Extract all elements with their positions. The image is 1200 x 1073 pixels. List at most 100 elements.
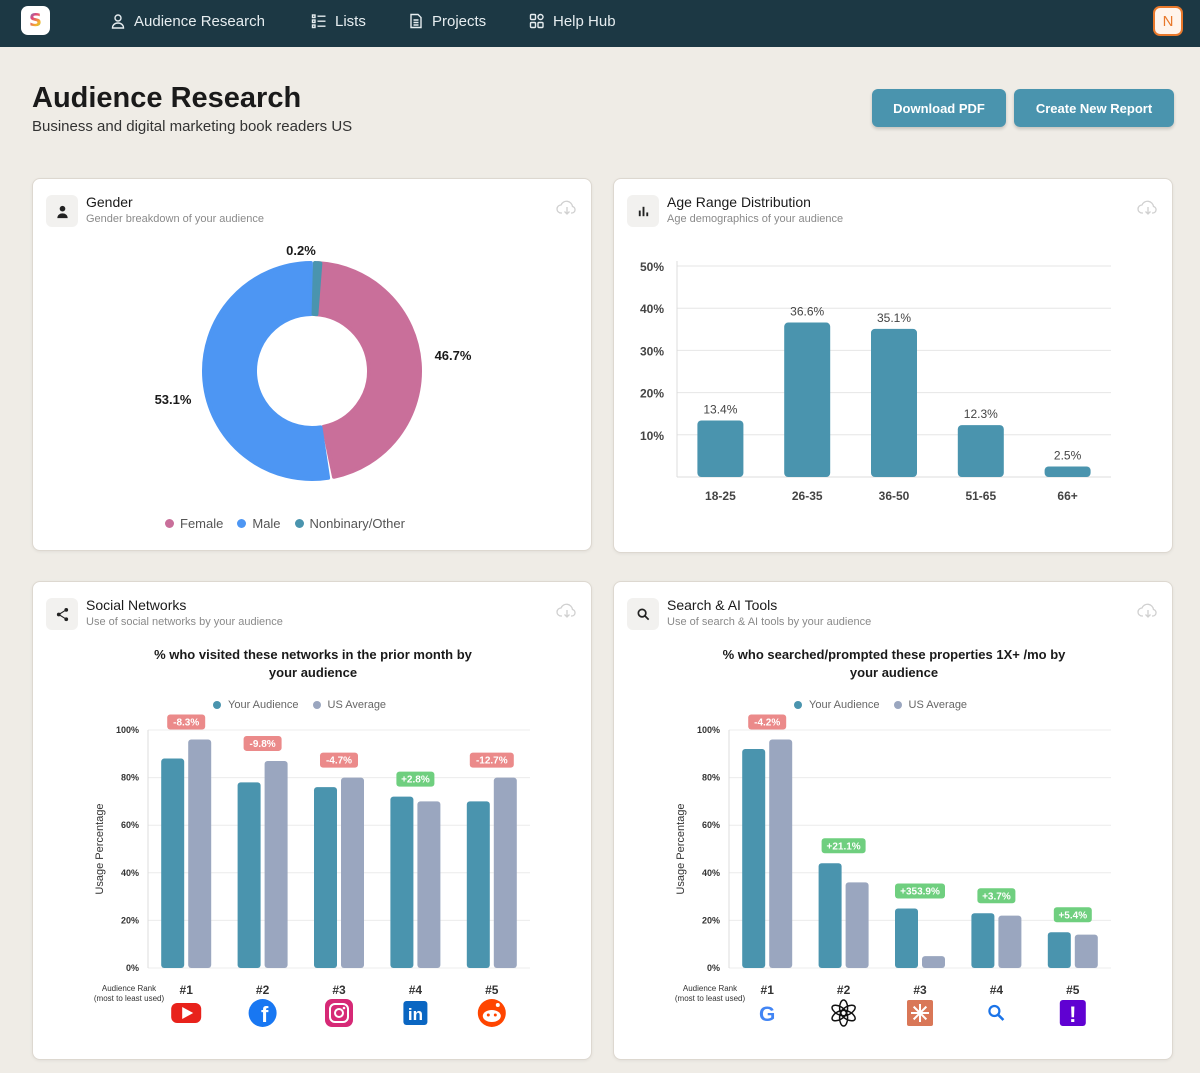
document-icon xyxy=(410,13,422,29)
bar-value-label: 13.4% xyxy=(703,402,737,416)
app-logo[interactable]: S xyxy=(21,6,50,35)
list-icon xyxy=(311,14,326,29)
gender-donut-chart: 46.7% 53.1% 0.2% xyxy=(155,243,472,481)
y-tick-label: 0% xyxy=(126,963,139,973)
audience-bar xyxy=(466,801,490,968)
diff-badge xyxy=(821,838,866,854)
slice-value-label: 53.1% xyxy=(155,392,192,407)
y-tick-label: 60% xyxy=(121,820,139,830)
yahoo-icon-part: ! xyxy=(1069,1002,1076,1027)
linkedin-icon-part: in xyxy=(408,1005,423,1024)
rank-label: Audience Rank xyxy=(683,984,738,993)
age-bar xyxy=(1044,466,1091,477)
legend-swatch xyxy=(213,701,221,709)
rank-tick-label: #4 xyxy=(409,983,423,997)
cloud-download-icon[interactable] xyxy=(1137,199,1159,217)
chart-heading: % who visited these networks in the prio… xyxy=(113,646,513,682)
bar-value-label: 36.6% xyxy=(790,305,824,319)
age-bar xyxy=(871,328,917,477)
slice-value-label: 46.7% xyxy=(435,348,472,363)
us-average-bar xyxy=(1074,934,1098,968)
legend-swatch xyxy=(294,519,304,528)
y-tick-label: 100% xyxy=(697,725,720,735)
diff-badge-label: +3.7% xyxy=(982,891,1011,902)
age-bar xyxy=(957,425,1004,477)
nav-label: Audience Research xyxy=(134,12,265,30)
diff-badge xyxy=(396,771,435,787)
y-tick-label: 60% xyxy=(702,820,720,830)
rank-tick-label: #5 xyxy=(1066,983,1080,997)
y-tick-label: 20% xyxy=(702,915,720,925)
us-average-bar xyxy=(845,882,869,968)
linkedin-icon-part xyxy=(403,1001,428,1025)
y-tick-label: 0% xyxy=(707,963,720,973)
x-tick-label: 66+ xyxy=(1057,489,1077,503)
audience-bar xyxy=(971,913,995,968)
instagram-icon-part xyxy=(329,1003,349,1023)
nav-label: Projects xyxy=(432,12,487,30)
legend-your-audience: Your Audience xyxy=(213,699,299,711)
rank-tick-label: #4 xyxy=(990,983,1004,997)
y-tick-label: 10% xyxy=(640,429,664,443)
facebook-icon: f xyxy=(248,999,277,1027)
nav-projects[interactable]: Projects xyxy=(408,0,486,42)
diff-badge-label: -9.8% xyxy=(250,739,276,750)
diff-badge xyxy=(469,752,514,768)
user-avatar[interactable]: N xyxy=(1153,6,1183,36)
nav-label: Help Hub xyxy=(553,12,616,30)
us-average-bar xyxy=(998,915,1022,968)
claude-icon-part xyxy=(919,1012,928,1021)
legend-label: Female xyxy=(180,516,224,531)
audience-bar xyxy=(1047,932,1071,968)
card-subtitle: Use of social networks by your audience xyxy=(86,616,283,628)
nav-help-hub[interactable]: Help Hub xyxy=(529,0,616,42)
chatgpt-icon xyxy=(831,999,856,1027)
heading-line: % who visited these networks in the prio… xyxy=(154,647,472,662)
nav-lists[interactable]: Lists xyxy=(311,0,366,42)
us-average-bar xyxy=(341,777,364,968)
google-icon: G xyxy=(759,1003,775,1026)
y-tick-label: 80% xyxy=(121,773,139,783)
card-subtitle: Use of search & AI tools by your audienc… xyxy=(667,616,872,628)
search-icon-part xyxy=(997,1014,1005,1021)
reddit-icon-part xyxy=(482,1010,501,1022)
card-title: Social Networks xyxy=(86,597,187,613)
person-icon xyxy=(111,14,125,29)
y-tick-label: 40% xyxy=(121,868,139,878)
heading-line: % who searched/prompted these properties… xyxy=(722,647,1066,662)
us-average-bar xyxy=(493,777,517,968)
download-pdf-button[interactable]: Download PDF xyxy=(872,89,1006,127)
rank-tick-label: #2 xyxy=(256,983,270,997)
us-average-bar xyxy=(188,739,212,968)
diff-badge xyxy=(895,883,945,899)
create-new-report-button[interactable]: Create New Report xyxy=(1014,89,1174,127)
cloud-download-icon[interactable] xyxy=(556,199,578,217)
x-tick-label: 18-25 xyxy=(705,489,736,503)
search-icon xyxy=(988,1004,1005,1021)
gender-card: Gender Gender breakdown of your audience… xyxy=(32,178,592,551)
social-legend: Your Audience US Average xyxy=(213,699,386,711)
diff-badge-label: +5.4% xyxy=(1058,910,1087,921)
rank-tick-label: #3 xyxy=(913,983,927,997)
us-average-bar xyxy=(769,739,793,968)
card-subtitle: Age demographics of your audience xyxy=(667,213,844,225)
nav-audience-research[interactable]: Audience Research xyxy=(110,0,265,42)
legend-label: Nonbinary/Other xyxy=(309,516,405,531)
search-bar-chart: 0% 20% 40% 60% 80% 100% Usage Percentage Audien… xyxy=(675,714,1111,1027)
reddit-icon xyxy=(477,999,506,1027)
claude-icon-part xyxy=(912,1012,921,1021)
rank-label: (most to least used) xyxy=(94,994,165,1003)
audience-bar xyxy=(895,908,918,968)
nonbinary-slice xyxy=(311,261,323,317)
slice-value-label: 0.2% xyxy=(286,243,316,258)
search-icon-part xyxy=(988,1004,1001,1018)
legend-your-audience: Your Audience xyxy=(794,699,880,711)
facebook-icon-part: f xyxy=(261,1002,269,1027)
cloud-download-icon[interactable] xyxy=(556,602,578,620)
youtube-icon-part xyxy=(182,1007,194,1019)
diff-badge xyxy=(243,735,282,751)
rank-tick-label: #1 xyxy=(761,983,775,997)
search-card: Search & AI Tools Use of search & AI too… xyxy=(613,581,1173,1060)
cloud-download-icon[interactable] xyxy=(1137,602,1159,620)
y-tick-label: 40% xyxy=(702,868,720,878)
